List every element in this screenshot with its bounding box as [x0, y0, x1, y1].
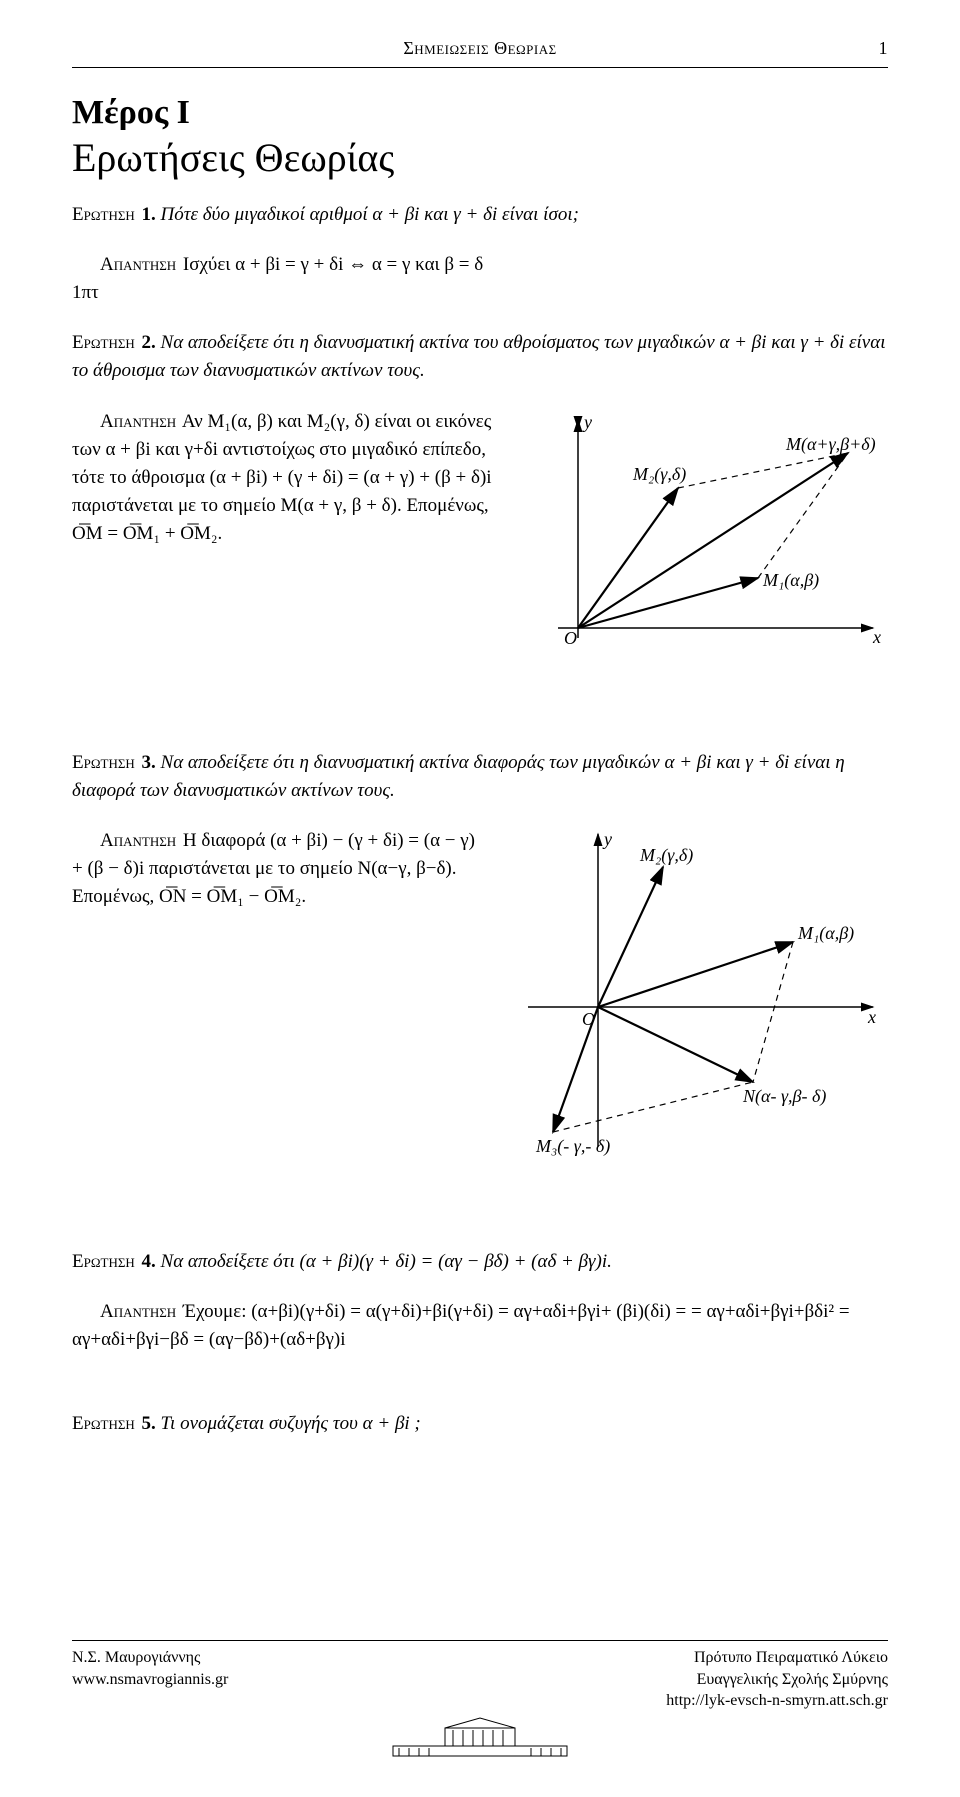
- m1-label: M₁(α,β): [762, 570, 819, 591]
- question-number: 1.: [137, 204, 156, 225]
- origin-label: O: [582, 1009, 595, 1029]
- answer-text: Έχουμε: (α+βi)(γ+δi) = α(γ+δi)+βi(γ+δi) …: [72, 1301, 850, 1350]
- header-rule: [72, 67, 888, 68]
- footer-author: Ν.Σ. Μαυρογιάννης: [72, 1647, 228, 1669]
- answer-4: Απαντηση Έχουμε: (α+βi)(γ+δi) = α(γ+δi)+…: [72, 1298, 888, 1354]
- page-footer: Ν.Σ. Μαυρογιάννης www.nsmavrogiannis.gr …: [72, 1640, 888, 1767]
- question-3: Ερωτηση 3. Να αποδείξετε ότι η διανυσματ…: [72, 749, 888, 805]
- answer-label: Απαντηση: [100, 830, 181, 851]
- origin-label: O: [564, 628, 577, 648]
- spacer: [72, 695, 888, 749]
- question-text: Να αποδείξετε ότι (α + βi)(γ + δi) = (αγ…: [156, 1251, 612, 1272]
- axis-y-label: y: [582, 412, 592, 432]
- points-text: 1πτ: [72, 279, 888, 307]
- footer-url-right: http://lyk-evsch-n-smyrn.att.sch.gr: [666, 1690, 888, 1712]
- part-label: Μέρος I: [72, 94, 888, 132]
- question-5: Ερωτηση 5. Τι ονομάζεται συζυγής του α +…: [72, 1410, 888, 1438]
- answer-3-row: Απαντηση Η διαφορά (α + βi) − (γ + δi) =…: [72, 827, 888, 1172]
- spacer: [72, 1194, 888, 1248]
- answer-label: Απαντηση: [100, 411, 176, 432]
- answer-1: Απαντηση Ισχύει α + βi = γ + δi ⇔ α = γ …: [72, 251, 888, 307]
- question-1: Ερωτηση 1. Πότε δύο μιγαδικοί αριθμοί α …: [72, 201, 888, 229]
- question-number: 3.: [137, 752, 156, 773]
- page-number: 1: [879, 38, 889, 59]
- building-icon: [385, 1716, 575, 1762]
- question-4: Ερωτηση 4. Να αποδείξετε ότι (α + βi)(γ …: [72, 1248, 888, 1276]
- part-title: Ερωτήσεις Θεωρίας: [72, 134, 888, 181]
- vector-sum-diagram: y x O M₂(γ,δ) M(α+γ,β+δ) M₁(α,β): [528, 408, 888, 668]
- footer-emblem: [72, 1716, 888, 1767]
- question-label: Ερωτηση: [72, 332, 135, 353]
- answer-label: Απαντηση: [100, 254, 181, 275]
- question-number: 5.: [137, 1413, 156, 1434]
- question-number: 4.: [137, 1251, 156, 1272]
- m3-label: M₃(- γ,- δ): [535, 1136, 610, 1157]
- answer-text: Ισχύει α + βi = γ + δi ⇔ α = γ και β = δ: [183, 254, 483, 275]
- question-text: Πότε δύο μιγαδικοί αριθμοί α + βi και γ …: [156, 204, 579, 225]
- footer-school-2: Ευαγγελικής Σχολής Σμύρνης: [666, 1669, 888, 1691]
- page: Σημειωσεισ Θεωριασ 1 Μέρος I Ερωτήσεις Θ…: [0, 0, 960, 1797]
- answer-label: Απαντηση: [100, 1301, 181, 1322]
- question-number: 2.: [137, 332, 156, 353]
- question-label: Ερωτηση: [72, 752, 135, 773]
- answer-2-row: Απαντηση Αν M₁(α, β) και M₂(γ, δ) είναι …: [72, 408, 888, 673]
- n-label: N(α- γ,β- δ): [742, 1086, 826, 1107]
- footer-url-left: www.nsmavrogiannis.gr: [72, 1669, 228, 1691]
- question-label: Ερωτηση: [72, 204, 135, 225]
- m1-label: M₁(α,β): [797, 923, 854, 944]
- question-text: Τι ονομάζεται συζυγής του α + βi ;: [156, 1413, 421, 1434]
- figure-1: y x O M₂(γ,δ) M(α+γ,β+δ) M₁(α,β): [528, 408, 888, 673]
- footer-right: Πρότυπο Πειραματικό Λύκειο Ευαγγελικής Σ…: [666, 1647, 888, 1712]
- axis-x-label: x: [867, 1007, 876, 1027]
- footer-rule: [72, 1640, 888, 1641]
- m2-label: M₂(γ,δ): [639, 845, 693, 866]
- axis-x-label: x: [872, 627, 881, 647]
- footer-left: Ν.Σ. Μαυρογιάννης www.nsmavrogiannis.gr: [72, 1647, 228, 1712]
- m-label: M(α+γ,β+δ): [785, 434, 876, 455]
- question-text: Να αποδείξετε ότι η διανυσματική ακτίνα …: [72, 752, 845, 801]
- question-2: Ερωτηση 2. Να αποδείξετε ότι η διανυσματ…: [72, 329, 888, 385]
- question-text: Να αποδείξετε ότι η διανυσματική ακτίνα …: [72, 332, 886, 381]
- answer-2: Απαντηση Αν M₁(α, β) και M₂(γ, δ) είναι …: [72, 408, 506, 549]
- m2-label: M₂(γ,δ): [632, 464, 686, 485]
- spacer: [72, 1376, 888, 1410]
- figure-2: y x O M₂(γ,δ) M₁(α,β) N(α- γ,β- δ) M₃(- …: [508, 827, 888, 1172]
- question-label: Ερωτηση: [72, 1251, 135, 1272]
- question-label: Ερωτηση: [72, 1413, 135, 1434]
- vector-diff-diagram: y x O M₂(γ,δ) M₁(α,β) N(α- γ,β- δ) M₃(- …: [508, 827, 888, 1167]
- answer-3: Απαντηση Η διαφορά (α + βi) − (γ + δi) =…: [72, 827, 486, 911]
- running-head-text: Σημειωσεισ Θεωριασ: [403, 38, 556, 58]
- footer-school-1: Πρότυπο Πειραματικό Λύκειο: [666, 1647, 888, 1669]
- running-head: Σημειωσεισ Θεωριασ 1: [72, 38, 888, 65]
- axis-y-label: y: [602, 829, 612, 849]
